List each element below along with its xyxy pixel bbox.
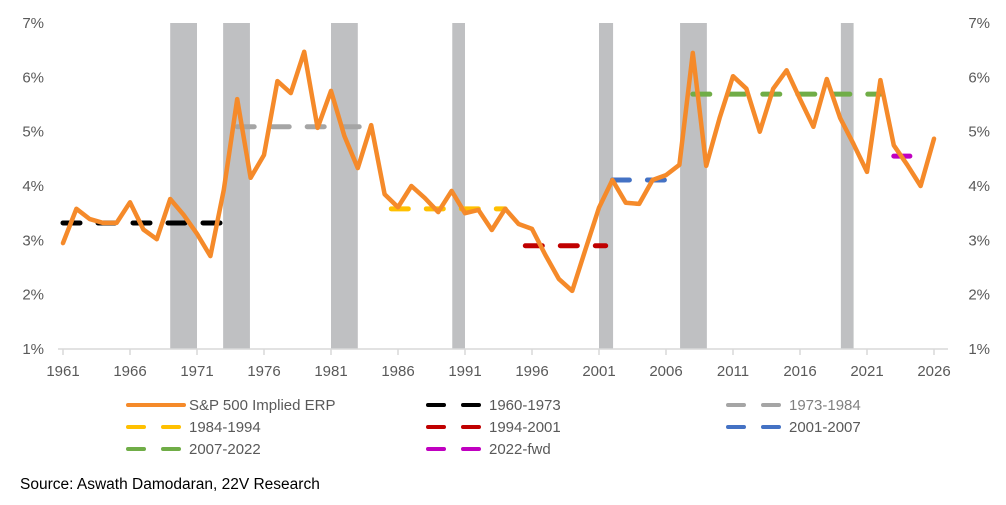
x-tick-label: 2011 [717, 363, 749, 380]
legend-swatch-dashed-icon [726, 425, 786, 429]
y-tick-label-left: 4% [22, 178, 44, 195]
y-tick-label-left: 1% [22, 341, 44, 358]
x-tick-label: 1971 [180, 363, 213, 380]
erp-line [60, 49, 937, 294]
legend-swatch-dashed-icon [726, 403, 786, 407]
y-tick-label-left: 2% [22, 287, 44, 304]
legend-swatch-dashed-icon [126, 425, 186, 429]
y-tick-label-left: 3% [22, 232, 44, 249]
x-tick-label: 2001 [582, 363, 615, 380]
x-tick-label: 2026 [917, 363, 950, 380]
y-tick-label-right: 4% [968, 178, 990, 195]
legend-swatch-dashed-icon [126, 447, 186, 451]
x-tick-label: 1961 [46, 363, 79, 380]
recession-band [599, 23, 614, 349]
erp-chart: 1%2%3%4%5%6%7% 1%2%3%4%5%6%7% 1961 1966 19… [22, 15, 990, 380]
recession-bands [170, 23, 854, 349]
x-tick-label: 1976 [247, 363, 280, 380]
recession-band [452, 23, 465, 349]
y-axis-left: 1% 2% 3% 4% 5% 6% 7% [22, 15, 44, 358]
recession-band [331, 23, 358, 349]
legend-item-erp: S&P 500 Implied ERP [126, 395, 335, 415]
x-tick-label: 1996 [515, 363, 548, 380]
legend-item-1994-2001: 1994-2001 [426, 417, 561, 437]
y-tick-label-right: 6% [968, 69, 990, 86]
y-tick-label-right: 5% [968, 124, 990, 141]
legend-label: 1994-2001 [489, 418, 561, 436]
recession-band [840, 23, 854, 349]
x-tick-label: 1981 [314, 363, 347, 380]
legend-label: 1960-1973 [489, 396, 561, 414]
legend-swatch-dashed-icon [426, 403, 486, 407]
legend-item-1960-1973: 1960-1973 [426, 395, 561, 415]
legend-item-1984-1994: 1984-1994 [126, 417, 261, 437]
y-tick-label-left: 7% [22, 15, 44, 32]
y-tick-label-left: 6% [22, 69, 44, 86]
legend-label: 1984-1994 [189, 418, 261, 436]
legend: S&P 500 Implied ERP 1960-1973 1973-1984 … [0, 395, 1006, 465]
x-axis-ticks: 1961 1966 1971 1976 1981 1986 1991 1996 2001 2006… [46, 349, 951, 380]
source-note: Source: Aswath Damodaran, 22V Research [20, 476, 320, 493]
legend-label: 2022-fwd [489, 440, 551, 458]
recession-band [170, 23, 197, 349]
recession-band [223, 23, 250, 349]
y-tick-label-left: 5% [22, 124, 44, 141]
legend-item-1973-1984: 1973-1984 [726, 395, 861, 415]
erp-series [60, 49, 937, 294]
y-tick-label-right: 1% [968, 341, 990, 358]
y-tick-label-right: 3% [968, 232, 990, 249]
x-tick-label: 1966 [113, 363, 146, 380]
x-tick-label: 1986 [381, 363, 414, 380]
legend-item-2001-2007: 2001-2007 [726, 417, 861, 437]
legend-swatch-dashed-icon [426, 425, 486, 429]
legend-label: S&P 500 Implied ERP [189, 396, 336, 414]
y-axis-right: 1% 2% 3% 4% 5% 6% 7% [968, 15, 990, 358]
y-tick-label-right: 7% [968, 15, 990, 32]
x-tick-label: 2006 [649, 363, 682, 380]
legend-label: 1973-1984 [789, 396, 861, 414]
x-tick-label: 1991 [448, 363, 481, 380]
legend-item-2022-fwd: 2022-fwd [426, 439, 551, 459]
x-tick-label: 2016 [783, 363, 816, 380]
legend-label: 2001-2007 [789, 418, 861, 436]
x-tick-label: 2021 [850, 363, 883, 380]
legend-swatch-dashed-icon [426, 447, 486, 451]
y-tick-label-right: 2% [968, 287, 990, 304]
legend-label: 2007-2022 [189, 440, 261, 458]
legend-item-2007-2022: 2007-2022 [126, 439, 261, 459]
legend-swatch-solid-icon [126, 403, 186, 407]
